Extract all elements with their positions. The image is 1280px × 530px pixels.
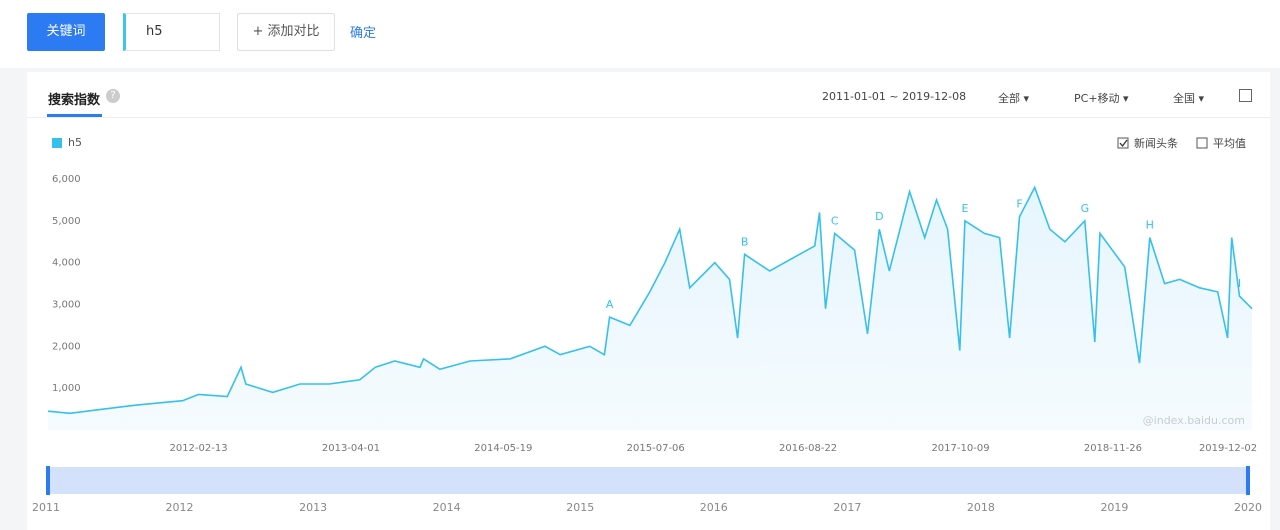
annotation: F (1016, 198, 1022, 211)
checkbox[interactable] (1196, 137, 1208, 149)
y-tick-label: 4,000 (52, 258, 81, 269)
data-line (47, 185, 1253, 415)
annotation: B (741, 235, 749, 248)
filter-label: 全国 (1173, 92, 1195, 105)
filter-label: PC+移动 (1074, 92, 1120, 105)
navigator-label: 2016 (700, 501, 728, 514)
navigator-label: 2015 (566, 501, 594, 514)
x-tick-label: 2017-10-09 (931, 443, 989, 454)
x-tick-label: 2016-08-22 (779, 443, 837, 454)
toolbar: 关键词 h5 + 添加对比 确定 (0, 0, 1280, 68)
x-tick-label: 2015-07-06 (627, 443, 685, 454)
y-tick-label: 3,000 (52, 300, 81, 311)
filter[interactable]: 全部 ▾ (998, 92, 1030, 105)
x-tick-label: 2019-12-02 (1199, 443, 1257, 454)
legend-label: h5 (68, 136, 82, 149)
x-tick-label: 2012-02-13 (169, 443, 227, 454)
navigator-label: 2017 (833, 501, 861, 514)
tab-underline (47, 114, 102, 117)
export-icon[interactable] (1239, 89, 1252, 102)
y-tick-label: 5,000 (52, 216, 81, 227)
tab[interactable]: 搜索指数 (48, 93, 101, 108)
navigator-range[interactable] (48, 467, 1250, 494)
checkbox-label: 平均值 (1213, 137, 1246, 150)
date-range[interactable]: 2011-01-01 ~ 2019-12-08 (822, 90, 967, 103)
annotation: G (1081, 202, 1090, 215)
watermark: @index.baidu.com (1143, 414, 1245, 427)
checkbox[interactable] (1117, 137, 1129, 149)
navigator-handle[interactable] (1246, 466, 1250, 495)
filter[interactable]: 全国 ▾ (1173, 92, 1205, 105)
x-tick-label: 2018-11-26 (1084, 443, 1142, 454)
navigator-label: 2019 (1100, 501, 1128, 514)
annotation: A (606, 298, 614, 311)
navigator-label: 2014 (433, 501, 461, 514)
annotation: I (1238, 277, 1241, 290)
annotation: H (1146, 219, 1154, 232)
navigator-handle[interactable] (46, 466, 50, 495)
filter[interactable]: PC+移动 ▾ (1074, 92, 1129, 105)
annotation: D (875, 210, 883, 223)
y-tick-label: 6,000 (52, 174, 81, 185)
navigator-label: 2018 (967, 501, 995, 514)
x-tick-label: 2013-04-01 (322, 443, 380, 454)
keyword-button[interactable]: 关键词 (27, 13, 105, 51)
confirm-link[interactable]: 确定 (350, 26, 377, 41)
checkmark (1119, 139, 1128, 148)
separator (27, 117, 1270, 118)
line-area (48, 187, 1252, 430)
filter-label: 全部 (998, 92, 1020, 105)
y-tick-label: 2,000 (52, 341, 81, 352)
navigator-label: 2013 (299, 501, 327, 514)
annotation: E (961, 202, 968, 215)
legend-swatch (52, 138, 62, 148)
add-compare-button[interactable]: + 添加对比 (237, 13, 335, 51)
navigator-label: 2020 (1234, 501, 1262, 514)
help-icon[interactable]: ? (106, 89, 120, 103)
y-tick-label: 1,000 (52, 383, 81, 394)
x-tick-label: 2014-05-19 (474, 443, 532, 454)
keyword-input[interactable]: h5 (123, 13, 220, 51)
annotation: C (831, 214, 839, 227)
checkbox-label: 新闻头条 (1134, 136, 1178, 150)
navigator-label: 2011 (32, 501, 60, 514)
navigator-label: 2012 (166, 501, 194, 514)
